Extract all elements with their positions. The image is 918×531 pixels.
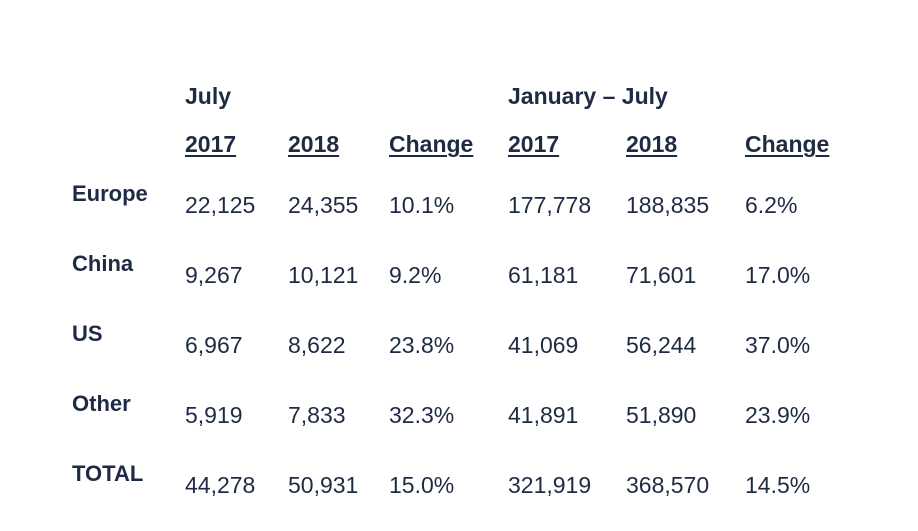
table-cell: 9.2% bbox=[389, 262, 442, 288]
table-cell: 10.1% bbox=[389, 192, 455, 218]
column-header-ytd-2017: 2017 bbox=[508, 131, 560, 157]
table-cell: 71,601 bbox=[626, 262, 697, 288]
column-header-ytd-2018: 2018 bbox=[626, 131, 678, 157]
group-header-july: July bbox=[185, 83, 232, 109]
table-cell: 56,244 bbox=[626, 332, 697, 358]
table-cell: 22,125 bbox=[185, 192, 256, 218]
table-cell: 51,890 bbox=[626, 402, 697, 428]
table-cell: 7,833 bbox=[288, 402, 346, 428]
group-header-january-july: January – July bbox=[508, 83, 668, 109]
table-cell: 10,121 bbox=[288, 262, 359, 288]
column-header-july-2017: 2017 bbox=[185, 131, 237, 157]
column-header-july-2018: 2018 bbox=[288, 131, 340, 157]
table-cell: 23.8% bbox=[389, 332, 455, 358]
column-header-ytd-change: Change bbox=[745, 131, 830, 157]
table-cell: 188,835 bbox=[626, 192, 710, 218]
table-cell: 177,778 bbox=[508, 192, 592, 218]
table-cell: 44,278 bbox=[185, 472, 256, 498]
row-label-us: US bbox=[72, 321, 103, 346]
table-cell: 37.0% bbox=[745, 332, 811, 358]
table-cell: 41,891 bbox=[508, 402, 579, 428]
table-cell: 6,967 bbox=[185, 332, 243, 358]
table-cell: 41,069 bbox=[508, 332, 579, 358]
table-cell: 5,919 bbox=[185, 402, 243, 428]
table-cell: 32.3% bbox=[389, 402, 455, 428]
table-cell: 321,919 bbox=[508, 472, 592, 498]
row-label-europe: Europe bbox=[72, 181, 148, 206]
table-cell: 15.0% bbox=[389, 472, 455, 498]
table-cell: 368,570 bbox=[626, 472, 710, 498]
table-cell: 8,622 bbox=[288, 332, 346, 358]
table-cell: 17.0% bbox=[745, 262, 811, 288]
table-cell: 6.2% bbox=[745, 192, 798, 218]
table-cell: 14.5% bbox=[745, 472, 811, 498]
table-cell: 9,267 bbox=[185, 262, 243, 288]
column-header-july-change: Change bbox=[389, 131, 474, 157]
table-cell: 61,181 bbox=[508, 262, 579, 288]
row-label-other: Other bbox=[72, 391, 131, 416]
row-label-total: TOTAL bbox=[72, 461, 144, 486]
table-cell: 24,355 bbox=[288, 192, 359, 218]
row-label-china: China bbox=[72, 251, 134, 276]
table-cell: 50,931 bbox=[288, 472, 359, 498]
table-cell: 23.9% bbox=[745, 402, 811, 428]
